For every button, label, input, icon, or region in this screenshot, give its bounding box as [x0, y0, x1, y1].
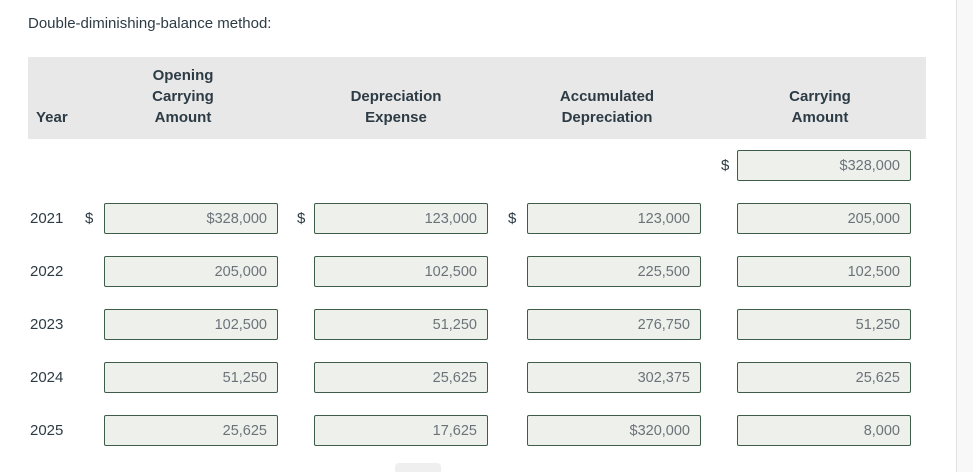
dollar-sign: $ [721, 157, 730, 174]
input-2021-accumulated-depreciation[interactable]: 123,000 [527, 203, 701, 234]
input-2021-carrying-amount[interactable]: 205,000 [737, 203, 911, 234]
input-2025-accumulated-depreciation[interactable]: $320,000 [527, 415, 701, 446]
input-2023-carrying-amount[interactable]: 51,250 [737, 309, 911, 340]
year-label: 2024 [30, 369, 64, 386]
input-2024-carrying-amount[interactable]: 25,625 [737, 362, 911, 393]
input-initial-carrying-amount[interactable]: $328,000 [737, 150, 911, 181]
cutoff-element-below [395, 463, 441, 472]
table-row-2021: 2021 $ $328,000 $ 123,000 $ 123,000 205,… [0, 203, 956, 234]
scroll-gutter[interactable] [956, 0, 973, 472]
input-2025-depreciation-expense[interactable]: 17,625 [314, 415, 488, 446]
table-row-initial: $ $328,000 [0, 150, 956, 181]
column-header-depreciation-expense: Depreciation Expense [350, 88, 442, 126]
column-header-carrying-amount: Carrying Amount [789, 88, 851, 126]
year-label: 2022 [30, 263, 64, 280]
table-row-2025: 2025 25,625 17,625 $320,000 8,000 [0, 415, 956, 446]
input-2025-carrying-amount[interactable]: 8,000 [737, 415, 911, 446]
dollar-sign: $ [508, 210, 517, 227]
dollar-sign: $ [297, 210, 306, 227]
year-label: 2025 [30, 422, 64, 439]
column-header-accumulated-depreciation: Accumulated Depreciation [559, 88, 655, 126]
year-label: 2023 [30, 316, 64, 333]
input-2022-depreciation-expense[interactable]: 102,500 [314, 256, 488, 287]
page-title: Double-diminishing-balance method: [28, 15, 272, 32]
dollar-sign: $ [85, 210, 94, 227]
year-label: 2021 [30, 210, 64, 227]
input-2022-accumulated-depreciation[interactable]: 225,500 [527, 256, 701, 287]
input-2025-opening-carrying-amount[interactable]: 25,625 [104, 415, 278, 446]
table-row-2023: 2023 102,500 51,250 276,750 51,250 [0, 309, 956, 340]
input-2022-carrying-amount[interactable]: 102,500 [737, 256, 911, 287]
input-2024-accumulated-depreciation[interactable]: 302,375 [527, 362, 701, 393]
column-header-opening-carrying-amount: Opening Carrying Amount [152, 67, 214, 126]
table-header: Year Opening Carrying Amount Depreciatio… [28, 57, 926, 139]
input-2023-depreciation-expense[interactable]: 51,250 [314, 309, 488, 340]
input-2023-opening-carrying-amount[interactable]: 102,500 [104, 309, 278, 340]
input-2023-accumulated-depreciation[interactable]: 276,750 [527, 309, 701, 340]
input-2024-opening-carrying-amount[interactable]: 51,250 [104, 362, 278, 393]
input-2024-depreciation-expense[interactable]: 25,625 [314, 362, 488, 393]
input-2021-opening-carrying-amount[interactable]: $328,000 [104, 203, 278, 234]
input-2021-depreciation-expense[interactable]: 123,000 [314, 203, 488, 234]
table-row-2024: 2024 51,250 25,625 302,375 25,625 [0, 362, 956, 393]
column-header-year: Year [36, 109, 68, 126]
input-2022-opening-carrying-amount[interactable]: 205,000 [104, 256, 278, 287]
table-row-2022: 2022 205,000 102,500 225,500 102,500 [0, 256, 956, 287]
